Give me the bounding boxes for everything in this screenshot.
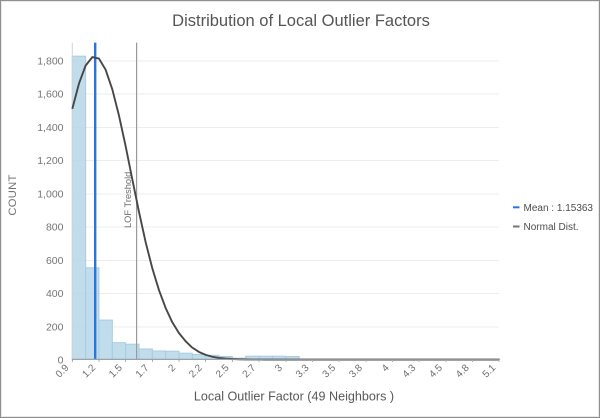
svg-text:0: 0 (58, 355, 64, 367)
svg-text:Distribution of Local Outlier: Distribution of Local Outlier Factors (172, 12, 430, 30)
svg-text:800: 800 (46, 222, 64, 234)
svg-text:COUNT: COUNT (7, 174, 19, 215)
svg-text:LOF Treshold: LOF Treshold (123, 172, 133, 228)
svg-text:200: 200 (46, 321, 64, 333)
svg-text:1,600: 1,600 (37, 89, 63, 101)
svg-text:1,000: 1,000 (37, 188, 63, 200)
svg-text:1,200: 1,200 (37, 155, 63, 167)
svg-text:1,400: 1,400 (37, 122, 63, 134)
svg-text:400: 400 (46, 288, 64, 300)
svg-text:1,800: 1,800 (37, 56, 63, 68)
svg-text:600: 600 (46, 255, 64, 267)
svg-text:Mean : 1.15363: Mean : 1.15363 (524, 203, 594, 214)
svg-text:Local Outlier Factor (49 Neigh: Local Outlier Factor (49 Neighbors ) (194, 390, 394, 404)
svg-text:Normal Dist.: Normal Dist. (524, 222, 579, 233)
